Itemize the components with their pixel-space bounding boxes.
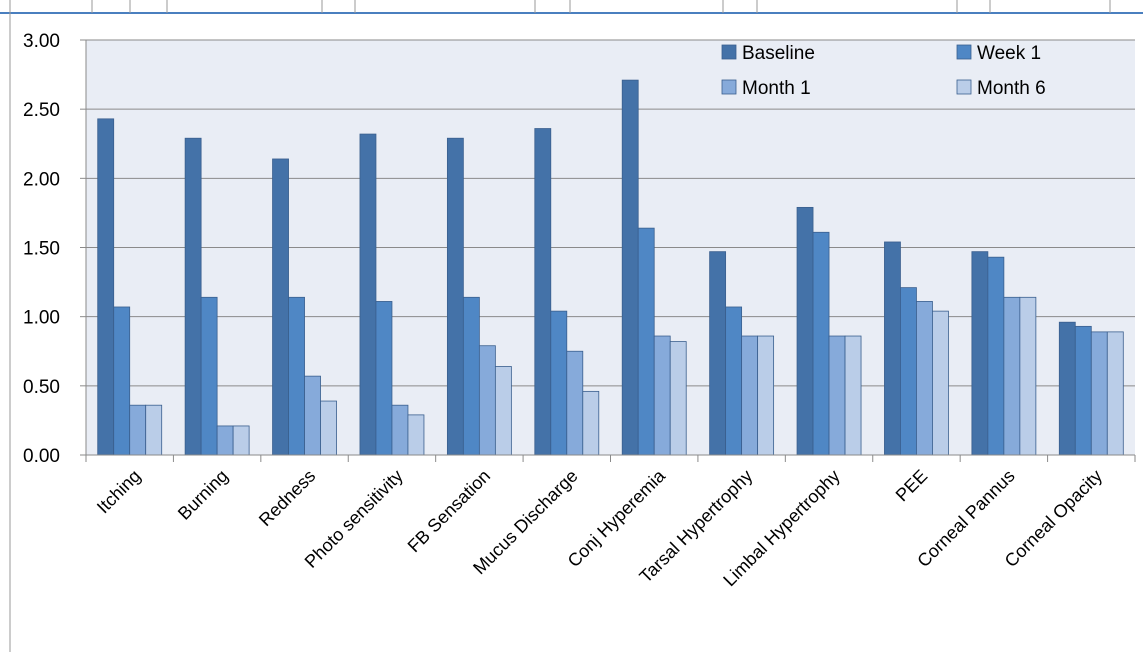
bar-month-6 xyxy=(407,414,425,456)
bar-month-6 xyxy=(932,310,949,456)
legend-swatch xyxy=(956,79,972,95)
bar-month-1 xyxy=(304,375,321,456)
bar-month-1 xyxy=(216,425,234,456)
bar-month-6 xyxy=(757,335,775,456)
bar-month-6 xyxy=(232,425,250,456)
y-tick-label: 0.00 xyxy=(23,446,60,467)
bar-week-1 xyxy=(987,256,1005,456)
bar-baseline xyxy=(709,251,727,456)
bar-week-1 xyxy=(113,306,131,456)
bar-month-1 xyxy=(828,335,846,456)
legend-label: Month 1 xyxy=(742,78,811,99)
x-tick-label: FB Sensation xyxy=(404,466,495,557)
bar-week-1 xyxy=(637,227,655,456)
legend-label: Month 6 xyxy=(977,78,1046,99)
legend-label: Week 1 xyxy=(977,43,1041,64)
bar-month-6 xyxy=(1106,331,1124,456)
bar-week-1 xyxy=(725,306,743,456)
y-tick-label: 1.00 xyxy=(23,308,60,329)
y-tick-labels: 0.00 0.50 1.00 1.50 2.00 2.50 3.00 xyxy=(23,31,60,467)
bar-week-1 xyxy=(200,296,218,456)
bar-week-1 xyxy=(550,310,568,456)
legend-swatch xyxy=(956,44,972,60)
y-tick-label: 3.00 xyxy=(23,31,60,52)
bar-month-1 xyxy=(566,350,584,456)
y-tick-label: 2.00 xyxy=(23,169,60,190)
gridlines xyxy=(80,39,1135,456)
bar-baseline xyxy=(359,133,377,456)
bar-month-1 xyxy=(1090,331,1108,456)
bar-week-1 xyxy=(462,296,480,456)
bar-month-6 xyxy=(494,366,512,456)
bar-month-6 xyxy=(320,400,337,456)
x-tick-label: Burning xyxy=(174,466,232,524)
bar-month-1 xyxy=(129,404,147,456)
bar-month-1 xyxy=(391,404,409,456)
bar-month-1 xyxy=(741,335,759,456)
bar-month-6 xyxy=(145,404,163,456)
bar-month-1 xyxy=(478,345,496,456)
legend: Baseline Week 1 Month 1 Month 6 xyxy=(721,43,1046,99)
bar-month-1 xyxy=(1003,296,1021,456)
y-tick-label: 1.50 xyxy=(23,239,60,260)
bar-baseline xyxy=(272,158,289,456)
bar-baseline xyxy=(534,128,552,456)
x-tick-label: PEE xyxy=(892,466,932,506)
bar-baseline xyxy=(884,241,901,456)
bar-month-6 xyxy=(582,390,600,456)
legend-label: Baseline xyxy=(742,43,815,64)
x-tick-label: Itching xyxy=(93,466,145,518)
bar-week-1 xyxy=(375,301,393,456)
bar-month-1 xyxy=(916,301,933,456)
legend-swatch xyxy=(721,44,737,60)
bar-week-1 xyxy=(900,287,917,456)
bar-baseline xyxy=(1058,321,1076,456)
bar-baseline xyxy=(97,118,115,456)
bar-baseline xyxy=(184,137,202,456)
bars xyxy=(97,79,1124,456)
bar-baseline xyxy=(621,79,639,456)
y-tick-label: 2.50 xyxy=(23,100,60,121)
bar-month-6 xyxy=(844,335,862,456)
axes xyxy=(85,40,1136,462)
bar-month-6 xyxy=(1019,296,1037,456)
bar-week-1 xyxy=(288,296,305,456)
bar-month-6 xyxy=(669,341,687,456)
bar-week-1 xyxy=(1074,325,1092,456)
bar-month-1 xyxy=(653,335,671,456)
bar-baseline xyxy=(796,206,814,456)
x-tick-label: Redness xyxy=(255,466,319,530)
bar-week-1 xyxy=(812,231,830,456)
legend-swatch xyxy=(721,79,737,95)
bar-baseline xyxy=(971,251,989,456)
y-tick-label: 0.50 xyxy=(23,377,60,398)
bar-baseline xyxy=(446,137,464,456)
